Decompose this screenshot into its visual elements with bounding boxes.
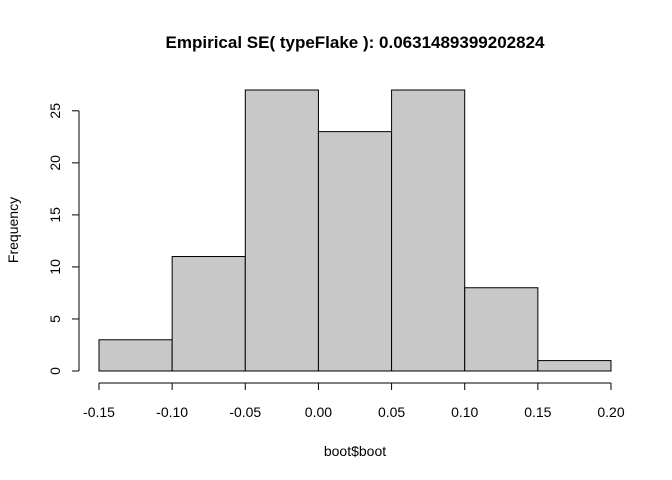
y-tick-label: 15 [47,207,63,223]
y-axis: 0 5 10 15 20 25 [47,103,80,375]
y-tick-label: 20 [47,155,63,171]
x-axis: -0.15 -0.10 -0.05 0.00 0.05 0.10 0.15 0.20 [83,382,625,420]
histogram-bar [391,89,466,372]
histogram-bar [317,131,393,372]
chart-title: Empirical SE( typeFlake ): 0.06314893992… [166,33,546,52]
x-tick-label: -0.15 [83,404,115,420]
x-tick-label: 0.00 [305,404,332,420]
x-tick-label: 0.20 [597,404,624,420]
y-axis-label: Frequency [5,197,21,263]
x-tick-label: 0.05 [378,404,405,420]
y-tick-label: 25 [47,103,63,119]
histogram-bar [171,256,246,372]
x-tick-label: -0.10 [156,404,188,420]
y-tick-label: 0 [47,367,63,375]
histogram-bar [244,89,319,372]
histogram-bar [98,339,173,372]
histogram-bar [464,287,539,372]
x-axis-label: boot$boot [324,443,386,459]
histogram-bar [537,360,612,372]
bars-group [98,89,612,372]
y-tick-label: 5 [47,315,63,323]
x-tick-label: -0.05 [229,404,261,420]
x-tick-label: 0.15 [524,404,551,420]
x-tick-label: 0.10 [451,404,478,420]
y-tick-label: 10 [47,259,63,275]
